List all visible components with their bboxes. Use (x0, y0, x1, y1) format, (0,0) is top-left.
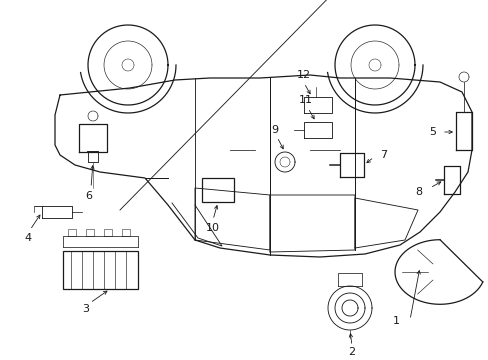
Text: 4: 4 (24, 233, 32, 243)
Text: 3: 3 (82, 304, 89, 314)
Text: 9: 9 (271, 125, 278, 135)
Text: 7: 7 (379, 150, 386, 160)
Text: 6: 6 (85, 191, 92, 201)
Text: 11: 11 (298, 95, 312, 105)
Text: 12: 12 (296, 70, 310, 80)
Bar (202, 178, 234, 202)
Text: 2: 2 (348, 347, 355, 357)
Text: 5: 5 (428, 127, 435, 137)
Text: 1: 1 (392, 316, 399, 326)
Text: 8: 8 (414, 187, 421, 197)
Bar (62, 251, 137, 289)
Text: 10: 10 (205, 223, 220, 233)
